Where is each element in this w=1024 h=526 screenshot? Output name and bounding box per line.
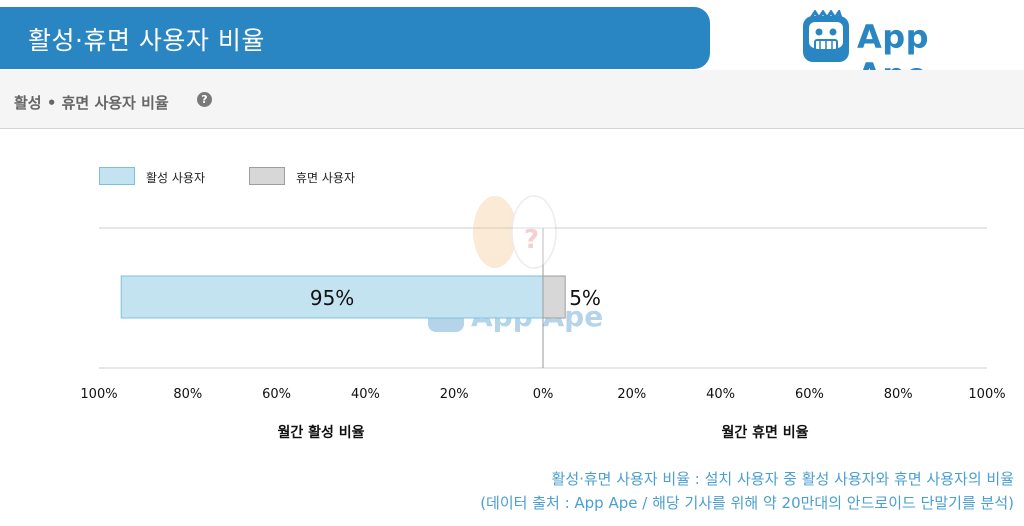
- legend-label-active: 활성 사용자: [146, 171, 206, 185]
- axis-tick-label: 80%: [173, 387, 202, 402]
- axis-tick-label: 60%: [795, 387, 824, 402]
- axis-tick-label: 0%: [533, 387, 554, 402]
- legend-label-dormant: 휴면 사용자: [296, 171, 356, 185]
- bar-dormant: [542, 275, 566, 319]
- page-title: 활성·휴면 사용자 비율: [28, 26, 265, 55]
- svg-text:?: ?: [524, 225, 539, 255]
- bar-active: [120, 275, 544, 319]
- question-circle-icon[interactable]: ?: [197, 92, 212, 107]
- axis-tick-label: 100%: [968, 387, 1005, 402]
- axis-tick-label: 20%: [440, 387, 469, 402]
- title-bar: 활성·휴면 사용자 비율: [0, 7, 710, 69]
- axis-tick-label: 20%: [617, 387, 646, 402]
- footnote-line-1: 활성·휴면 사용자 비율 : 설치 사용자 중 활성 사용자와 휴면 사용자의 …: [551, 470, 1014, 488]
- axis-tick-label: 60%: [262, 387, 291, 402]
- chart: ? App Ape 95% 5% 100%80%60%40%20%0%20%40…: [80, 195, 1006, 441]
- right-axis-label: 월간 휴면 비율: [721, 424, 808, 441]
- section-header: 활성 • 휴면 사용자 비율 ?: [0, 70, 1024, 129]
- bar-active-value-label: 95%: [310, 286, 354, 310]
- axis-tick-label: 80%: [884, 387, 913, 402]
- legend-swatch-active: [99, 167, 135, 185]
- ape-face-icon: [803, 8, 849, 62]
- footnote-line-2: (데이터 출처 : App Ape / 해당 기사를 위해 약 20만대의 안드…: [480, 494, 1014, 512]
- legend-swatch-dormant: [249, 167, 285, 185]
- left-axis-label: 월간 활성 비율: [277, 424, 364, 441]
- section-title: 활성 • 휴면 사용자 비율: [14, 94, 169, 112]
- bar-dormant-value-label: 5%: [569, 286, 601, 310]
- axis-tick-label: 40%: [351, 387, 380, 402]
- axis-ticks: 100% 80% 60% 40% 20% 0% 20% 40% 60% 80% 100%: [80, 387, 1005, 402]
- axis-tick-label: 40%: [706, 387, 735, 402]
- axis-tick-label: 100%: [80, 387, 117, 402]
